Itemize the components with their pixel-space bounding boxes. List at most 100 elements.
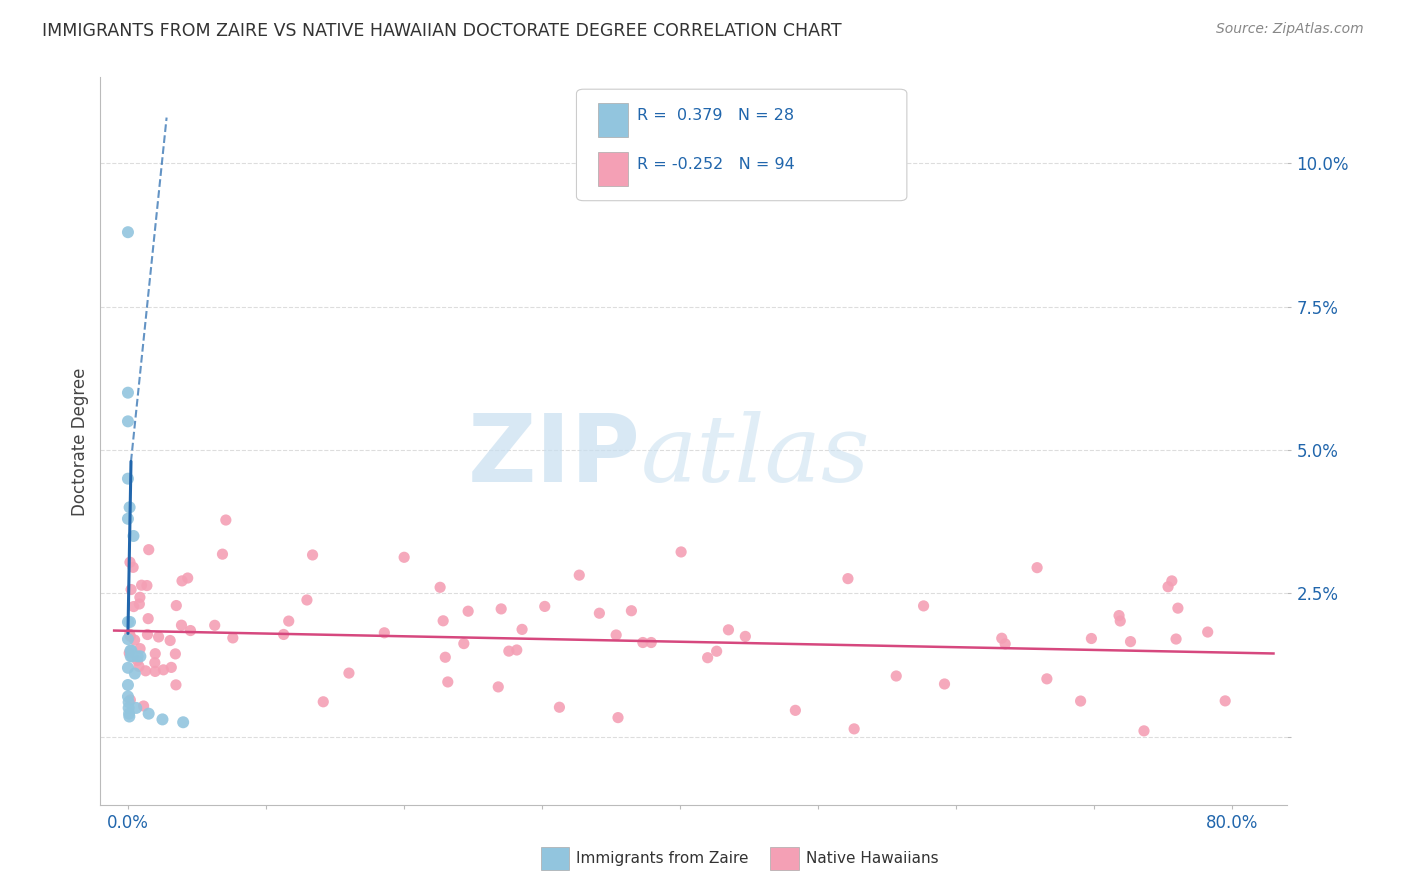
- Point: [607, 710, 630, 724]
- Point: [159, 633, 181, 648]
- Point: [222, 631, 245, 645]
- Point: [122, 560, 145, 574]
- Point: [277, 614, 299, 628]
- Point: [118, 646, 141, 660]
- Point: [706, 644, 728, 658]
- Point: [506, 643, 529, 657]
- Point: [128, 659, 150, 673]
- Point: [135, 578, 157, 592]
- Point: [117, 512, 139, 526]
- Point: [152, 663, 174, 677]
- Point: [172, 715, 194, 730]
- Point: [434, 650, 457, 665]
- Point: [117, 661, 139, 675]
- Point: [510, 623, 533, 637]
- Point: [204, 618, 226, 632]
- Point: [129, 649, 152, 664]
- Point: [1070, 694, 1092, 708]
- Point: [884, 669, 907, 683]
- Point: [132, 698, 155, 713]
- Point: [160, 660, 183, 674]
- Point: [837, 572, 859, 586]
- Point: [990, 632, 1012, 646]
- Point: [117, 472, 139, 486]
- Point: [844, 722, 866, 736]
- Point: [1164, 632, 1187, 646]
- Point: [1109, 614, 1132, 628]
- Point: [301, 548, 323, 562]
- Text: atlas: atlas: [640, 411, 870, 501]
- Point: [117, 695, 139, 709]
- Point: [117, 701, 139, 715]
- Point: [179, 624, 201, 638]
- Point: [1036, 672, 1059, 686]
- Point: [124, 666, 146, 681]
- Point: [1157, 580, 1180, 594]
- Point: [453, 637, 475, 651]
- Point: [436, 675, 458, 690]
- Point: [120, 643, 142, 657]
- Point: [135, 664, 157, 678]
- Point: [143, 665, 166, 679]
- Y-axis label: Doctorate Degree: Doctorate Degree: [72, 368, 89, 516]
- Text: Native Hawaiians: Native Hawaiians: [806, 851, 938, 865]
- Point: [127, 653, 149, 667]
- Point: [432, 614, 454, 628]
- Point: [486, 680, 509, 694]
- Point: [117, 385, 139, 400]
- Point: [128, 597, 150, 611]
- Point: [1119, 634, 1142, 648]
- Point: [994, 637, 1017, 651]
- Point: [934, 677, 956, 691]
- Point: [489, 602, 512, 616]
- Point: [1160, 574, 1182, 588]
- Point: [312, 695, 335, 709]
- Point: [120, 643, 142, 657]
- Point: [1108, 608, 1130, 623]
- Point: [605, 628, 627, 642]
- Point: [117, 414, 139, 428]
- Point: [717, 623, 740, 637]
- Point: [1080, 632, 1102, 646]
- Point: [129, 641, 152, 656]
- Point: [457, 604, 479, 618]
- Point: [118, 500, 141, 515]
- Point: [120, 629, 142, 643]
- Point: [1167, 601, 1189, 615]
- Point: [631, 635, 654, 649]
- Point: [273, 627, 295, 641]
- Point: [118, 709, 141, 723]
- Point: [117, 225, 139, 239]
- Point: [696, 650, 718, 665]
- Point: [120, 582, 142, 597]
- Point: [912, 599, 935, 613]
- Point: [118, 615, 141, 629]
- Point: [176, 571, 198, 585]
- Point: [429, 580, 451, 594]
- Text: IMMIGRANTS FROM ZAIRE VS NATIVE HAWAIIAN DOCTORATE DEGREE CORRELATION CHART: IMMIGRANTS FROM ZAIRE VS NATIVE HAWAIIAN…: [42, 22, 842, 40]
- Point: [295, 593, 318, 607]
- Point: [392, 550, 415, 565]
- Text: Source: ZipAtlas.com: Source: ZipAtlas.com: [1216, 22, 1364, 37]
- Point: [120, 649, 142, 664]
- Point: [118, 627, 141, 641]
- Point: [337, 666, 360, 681]
- Point: [125, 701, 148, 715]
- Point: [165, 599, 187, 613]
- Point: [170, 618, 193, 632]
- Point: [1133, 723, 1156, 738]
- Point: [165, 647, 187, 661]
- Point: [148, 630, 170, 644]
- Point: [215, 513, 238, 527]
- Point: [143, 656, 166, 670]
- Point: [568, 568, 591, 582]
- Point: [121, 649, 143, 664]
- Point: [136, 612, 159, 626]
- Point: [128, 591, 150, 605]
- Point: [118, 555, 141, 569]
- Point: [533, 599, 555, 614]
- Point: [170, 574, 193, 588]
- Point: [165, 678, 187, 692]
- Point: [117, 632, 139, 647]
- Point: [120, 693, 142, 707]
